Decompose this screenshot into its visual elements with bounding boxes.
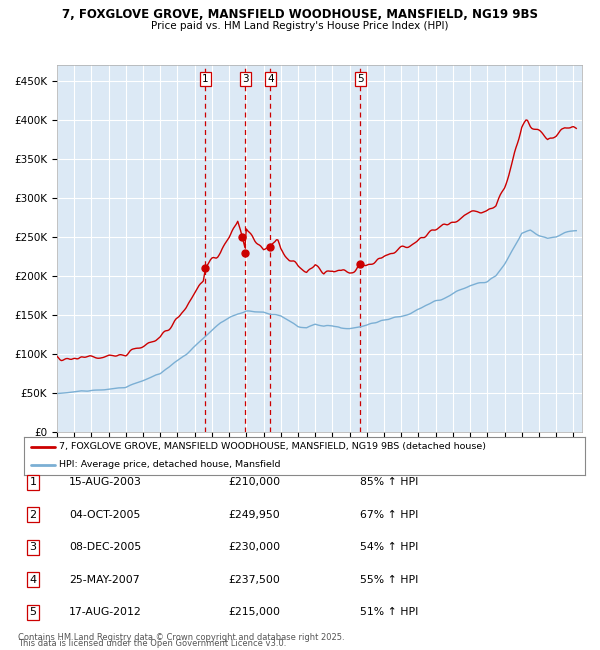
Text: 15-AUG-2003: 15-AUG-2003 — [69, 477, 142, 488]
Text: 7, FOXGLOVE GROVE, MANSFIELD WOODHOUSE, MANSFIELD, NG19 9BS (detached house): 7, FOXGLOVE GROVE, MANSFIELD WOODHOUSE, … — [59, 442, 486, 451]
Text: 2: 2 — [29, 510, 37, 520]
Text: 54% ↑ HPI: 54% ↑ HPI — [360, 542, 418, 552]
Text: 08-DEC-2005: 08-DEC-2005 — [69, 542, 141, 552]
Text: 5: 5 — [29, 607, 37, 618]
Text: £215,000: £215,000 — [228, 607, 280, 618]
Text: 55% ↑ HPI: 55% ↑ HPI — [360, 575, 418, 585]
Text: 17-AUG-2012: 17-AUG-2012 — [69, 607, 142, 618]
Text: £237,500: £237,500 — [228, 575, 280, 585]
Text: 3: 3 — [242, 74, 248, 85]
Text: 3: 3 — [29, 542, 37, 552]
Text: 1: 1 — [202, 74, 209, 85]
Text: 51% ↑ HPI: 51% ↑ HPI — [360, 607, 418, 618]
Text: 25-MAY-2007: 25-MAY-2007 — [69, 575, 140, 585]
Text: 85% ↑ HPI: 85% ↑ HPI — [360, 477, 418, 488]
Text: 67% ↑ HPI: 67% ↑ HPI — [360, 510, 418, 520]
Text: £249,950: £249,950 — [228, 510, 280, 520]
Text: 4: 4 — [29, 575, 37, 585]
Text: 4: 4 — [267, 74, 274, 85]
Text: 1: 1 — [29, 477, 37, 488]
Text: This data is licensed under the Open Government Licence v3.0.: This data is licensed under the Open Gov… — [18, 639, 286, 648]
Text: Contains HM Land Registry data © Crown copyright and database right 2025.: Contains HM Land Registry data © Crown c… — [18, 632, 344, 642]
Text: HPI: Average price, detached house, Mansfield: HPI: Average price, detached house, Mans… — [59, 460, 280, 469]
Text: £210,000: £210,000 — [228, 477, 280, 488]
Text: 5: 5 — [357, 74, 364, 85]
Text: Price paid vs. HM Land Registry's House Price Index (HPI): Price paid vs. HM Land Registry's House … — [151, 21, 449, 31]
Text: 7, FOXGLOVE GROVE, MANSFIELD WOODHOUSE, MANSFIELD, NG19 9BS: 7, FOXGLOVE GROVE, MANSFIELD WOODHOUSE, … — [62, 8, 538, 21]
Text: £230,000: £230,000 — [228, 542, 280, 552]
Text: 04-OCT-2005: 04-OCT-2005 — [69, 510, 140, 520]
